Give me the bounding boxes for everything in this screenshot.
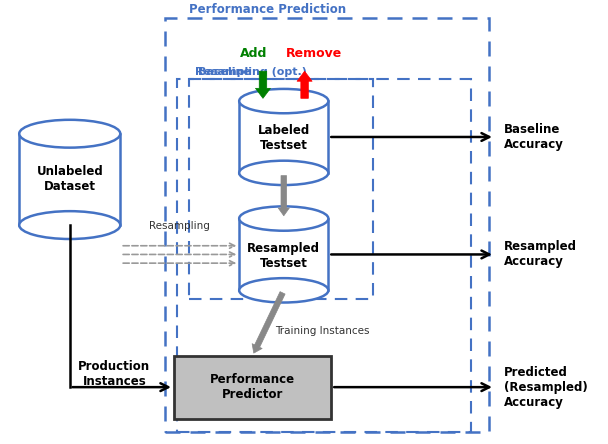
Text: Performance
Predictor: Performance Predictor bbox=[210, 373, 295, 401]
Text: Add: Add bbox=[240, 47, 268, 60]
Text: Resampled
Testset: Resampled Testset bbox=[247, 242, 320, 270]
Bar bbox=[243, 217, 325, 225]
Text: Remove: Remove bbox=[285, 47, 342, 60]
Bar bbox=[243, 100, 325, 107]
Text: Baseline: Baseline bbox=[198, 67, 250, 77]
Ellipse shape bbox=[239, 206, 328, 231]
Bar bbox=[22, 132, 117, 141]
Text: Resampled
Accuracy: Resampled Accuracy bbox=[504, 241, 577, 269]
Text: Predicted
(Resampled)
Accuracy: Predicted (Resampled) Accuracy bbox=[504, 366, 587, 408]
Ellipse shape bbox=[239, 89, 328, 113]
Ellipse shape bbox=[19, 120, 120, 148]
Text: Resampling: Resampling bbox=[150, 221, 210, 230]
Bar bbox=[239, 101, 328, 173]
Ellipse shape bbox=[239, 161, 328, 185]
Bar bbox=[19, 134, 120, 225]
Text: Training Instances: Training Instances bbox=[275, 326, 370, 336]
Ellipse shape bbox=[19, 211, 120, 239]
Text: Resampling (opt.): Resampling (opt.) bbox=[195, 67, 306, 77]
Text: Production
Instances: Production Instances bbox=[78, 360, 150, 388]
FancyBboxPatch shape bbox=[174, 356, 331, 419]
Text: Unlabeled
Dataset: Unlabeled Dataset bbox=[36, 166, 103, 194]
Ellipse shape bbox=[239, 278, 328, 302]
Bar bbox=[239, 218, 328, 290]
Text: Performance Prediction: Performance Prediction bbox=[188, 3, 346, 16]
Text: Labeled
Testset: Labeled Testset bbox=[258, 124, 310, 152]
Text: Baseline
Accuracy: Baseline Accuracy bbox=[504, 123, 564, 151]
